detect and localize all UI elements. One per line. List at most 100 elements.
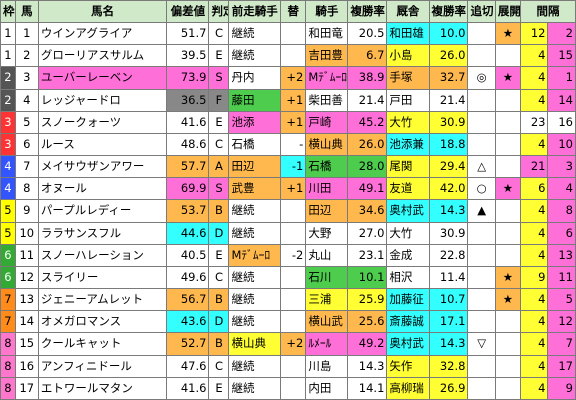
- jockey-swap: [280, 376, 307, 400]
- tenkai-star: [494, 376, 522, 400]
- prev-jockey: 継続: [228, 354, 282, 378]
- tenkai-star: ★: [494, 177, 522, 201]
- horse-name: スノークォーツ: [37, 110, 168, 134]
- table-row: 5 9 パープルレディー 53.7 B 継続 田辺 34.6 奥村武 14.3 …: [0, 199, 576, 223]
- gap-weeks: 4: [520, 44, 549, 68]
- oikiri-mark: ▽: [467, 332, 496, 356]
- waku-cell: 6: [0, 243, 16, 267]
- jockey-swap: +2: [280, 332, 307, 356]
- table-row: 3 6 ルース 48.6 C 石橋 - 横山典 26.0 池添兼 18.8 4 …: [0, 132, 576, 157]
- tenkai-star: ★: [494, 66, 522, 90]
- jockey-name: 吉田豊: [305, 44, 349, 68]
- header-dev: 偏差値: [166, 0, 210, 23]
- jockey-rate: 10.1: [347, 265, 388, 290]
- grade-value: B: [208, 199, 230, 223]
- tenkai-star: [494, 88, 522, 112]
- prev-jockey: 田辺: [228, 155, 282, 179]
- jockey-swap: [280, 21, 307, 46]
- stable-rate: 32.8: [428, 354, 469, 378]
- deviation-value: 56.7: [166, 288, 210, 312]
- waku-cell: 3: [0, 132, 16, 157]
- waku-cell: 1: [0, 21, 16, 46]
- oikiri-mark: [467, 310, 496, 334]
- jockey-rate: 49.2: [347, 332, 388, 356]
- oikiri-mark: [467, 21, 496, 46]
- deviation-value: 41.6: [166, 110, 210, 134]
- grade-value: C: [208, 265, 230, 290]
- gap-rank: 2: [547, 21, 576, 46]
- jockey-name: 石橋: [305, 155, 349, 179]
- waku-cell: 8: [0, 332, 16, 356]
- gap-weeks: 4: [520, 221, 549, 245]
- horse-number: 5: [14, 110, 39, 134]
- waku-cell: 7: [0, 288, 16, 312]
- jockey-rate: 14.1: [347, 376, 388, 400]
- grade-value: E: [208, 44, 230, 68]
- waku-cell: 6: [0, 265, 16, 290]
- stable-name: 手塚: [386, 66, 430, 90]
- horse-name: スライリー: [37, 265, 168, 290]
- gap-weeks: 4: [520, 132, 549, 157]
- oikiri-mark: △: [467, 155, 496, 179]
- deviation-value: 52.7: [166, 332, 210, 356]
- prev-jockey: 継続: [228, 376, 282, 400]
- header-stable: 厩舎: [386, 0, 430, 23]
- horse-number: 16: [14, 354, 39, 378]
- stable-name: 大竹: [386, 221, 430, 245]
- prev-jockey: 継続: [228, 310, 282, 334]
- table-row: 2 4 レッジャードロ 36.5 F 藤田 +1 柴田善 21.4 戸田 21.…: [0, 88, 576, 112]
- oikiri-mark: [467, 288, 496, 312]
- prev-jockey: 藤田: [228, 88, 282, 112]
- gap-rank: 15: [547, 44, 576, 68]
- horse-number: 7: [14, 155, 39, 179]
- stable-rate: 11.4: [428, 265, 469, 290]
- table-row: 2 3 ユーバーレーベン 73.9 S 丹内 +2 Mﾃﾞﾑｰﾛ 38.9 手塚…: [0, 66, 576, 90]
- waku-cell: 8: [0, 354, 16, 378]
- horse-name: オメガロマンス: [37, 310, 168, 334]
- stable-rate: 29.4: [428, 155, 469, 179]
- deviation-value: 51.7: [166, 21, 210, 46]
- stable-rate: 14.3: [428, 332, 469, 356]
- stable-name: 池添兼: [386, 132, 430, 157]
- oikiri-mark: ○: [467, 177, 496, 201]
- stable-name: 奥村武: [386, 332, 430, 356]
- gap-weeks: 4: [520, 310, 549, 334]
- waku-cell: 2: [0, 88, 16, 112]
- deviation-value: 47.6: [166, 354, 210, 378]
- deviation-value: 41.6: [166, 376, 210, 400]
- gap-rank: 10: [547, 132, 576, 157]
- stable-rate: 14.3: [428, 199, 469, 223]
- stable-rate: 21.4: [428, 88, 469, 112]
- stable-name: 小島: [386, 44, 430, 68]
- horse-number: 8: [14, 177, 39, 201]
- grade-value: D: [208, 310, 230, 334]
- grade-value: F: [208, 88, 230, 112]
- deviation-value: 39.5: [166, 44, 210, 68]
- horse-number: 1: [14, 21, 39, 46]
- grade-value: B: [208, 288, 230, 312]
- jockey-swap: +2: [280, 66, 307, 90]
- prev-jockey: 武豊: [228, 177, 282, 201]
- oikiri-mark: [467, 243, 496, 267]
- tenkai-star: [494, 132, 522, 157]
- oikiri-mark: [467, 354, 496, 378]
- horse-name: メイサウザンアワー: [37, 155, 168, 179]
- gap-weeks: 4: [520, 199, 549, 223]
- gap-rank: 12: [547, 310, 576, 334]
- stable-rate: 22.8: [428, 243, 469, 267]
- header-waku: 枠: [0, 0, 16, 23]
- jockey-name: 石川: [305, 265, 349, 290]
- gap-rank: 7: [547, 332, 576, 356]
- prev-jockey: 継続: [228, 221, 282, 245]
- gap-weeks: 9: [520, 265, 549, 290]
- horse-number: 6: [14, 132, 39, 157]
- jockey-rate: 25.9: [347, 288, 388, 312]
- horse-name: ララサンスフル: [37, 221, 168, 245]
- waku-cell: 1: [0, 44, 16, 68]
- oikiri-mark: [467, 221, 496, 245]
- grade-value: C: [208, 21, 230, 46]
- jockey-rate: 38.9: [347, 66, 388, 90]
- horse-name: オヌール: [37, 177, 168, 201]
- stable-name: 奥村武: [386, 199, 430, 223]
- header-name: 馬名: [37, 0, 168, 23]
